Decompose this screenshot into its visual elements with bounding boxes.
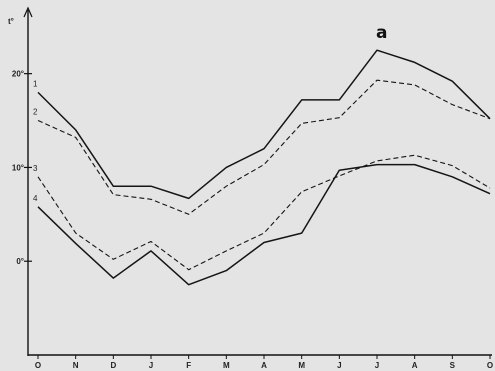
y-tick-label: 0° bbox=[16, 257, 24, 266]
series-line-1 bbox=[37, 49, 491, 200]
x-tick-label: O bbox=[487, 361, 493, 370]
x-tick-label: O bbox=[35, 361, 41, 370]
x-tick-label: M bbox=[298, 361, 305, 370]
panel-letter: a bbox=[376, 23, 387, 43]
x-tick-label: A bbox=[261, 361, 267, 370]
x-tick-label: A bbox=[412, 361, 418, 370]
series-lines bbox=[37, 49, 491, 286]
series-line-2 bbox=[37, 79, 491, 215]
series-line-3 bbox=[37, 154, 491, 271]
x-tick-label: S bbox=[450, 361, 456, 370]
x-tick-label: M bbox=[223, 361, 230, 370]
x-tick-label: J bbox=[149, 361, 153, 370]
series-label-4: 4 bbox=[33, 194, 38, 203]
x-tick-label: J bbox=[375, 361, 379, 370]
series-label-1: 1 bbox=[33, 79, 38, 88]
y-axis-arrow-icon bbox=[23, 6, 33, 18]
y-tick-label: 20° bbox=[12, 70, 24, 79]
x-tick-label: F bbox=[186, 361, 191, 370]
tick-labels: 0° 10° 20° O N D J F M A M J J A S O 1 2 3 4 bbox=[12, 70, 493, 370]
y-axis-label: t° bbox=[8, 17, 14, 26]
x-tick-label: N bbox=[73, 361, 79, 370]
x-tick-label: J bbox=[337, 361, 341, 370]
tick-marks bbox=[24, 73, 491, 359]
series-label-3: 3 bbox=[33, 164, 38, 173]
x-tick-label: D bbox=[110, 361, 116, 370]
series-line-4 bbox=[37, 163, 491, 286]
y-tick-label: 10° bbox=[12, 163, 24, 172]
series-label-2: 2 bbox=[33, 108, 38, 117]
